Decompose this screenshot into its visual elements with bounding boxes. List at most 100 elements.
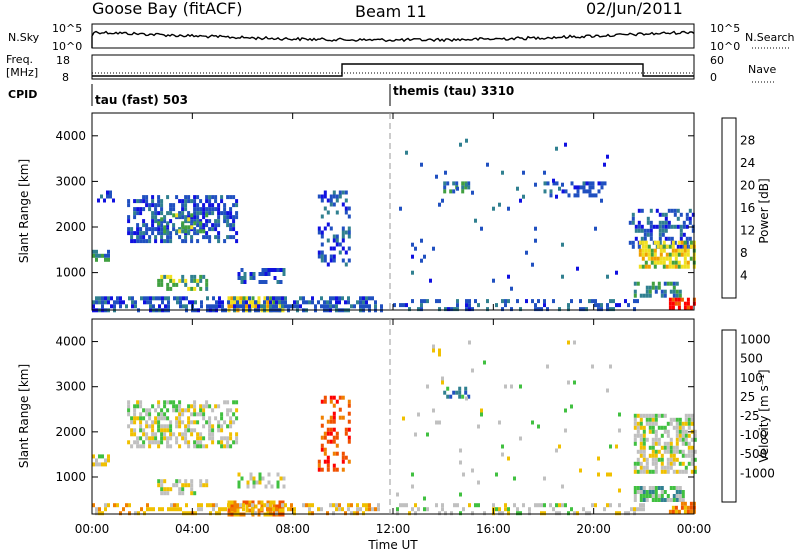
heatmap-cell (633, 289, 637, 294)
heatmap-cell (269, 511, 272, 516)
heatmap-cell (193, 400, 197, 405)
heatmap-cell (651, 437, 655, 442)
heatmap-cell (245, 508, 249, 513)
heatmap-cell (202, 416, 206, 421)
heatmap-cell (637, 220, 641, 225)
heatmap-cell (693, 469, 697, 474)
heatmap-cell (323, 254, 327, 259)
heatmap-cell (449, 394, 453, 399)
heatmap-cell (671, 244, 675, 249)
heatmap-cell (646, 232, 650, 237)
power-panel (92, 138, 696, 313)
heatmap-cell (232, 235, 236, 240)
heatmap-cell (660, 433, 664, 438)
heatmap-cell (223, 420, 227, 425)
heatmap-cell (344, 190, 348, 195)
heatmap-cell (341, 202, 345, 207)
heatmap-cell (672, 417, 676, 422)
heatmap-cell (591, 181, 595, 186)
heatmap-cell (160, 203, 164, 208)
heatmap-cell (674, 260, 678, 265)
heatmap-cell (199, 227, 203, 232)
heatmap-cell (654, 469, 658, 474)
heatmap-cell (671, 264, 675, 269)
heatmap-cell (284, 503, 287, 508)
heatmap-cell (642, 486, 646, 490)
heatmap-cell (657, 413, 661, 418)
heatmap-cell (438, 511, 441, 516)
heatmap-cell (185, 511, 188, 516)
heatmap-cell (543, 170, 546, 175)
heatmap-cell (659, 244, 663, 249)
heatmap-cell (674, 297, 678, 302)
heatmap-cell (133, 412, 137, 417)
heatmap-cell (639, 421, 643, 426)
heatmap-cell (639, 507, 642, 512)
heatmap-cell (654, 417, 658, 422)
heatmap-cell (645, 490, 649, 494)
heatmap-cell (160, 274, 164, 279)
heatmap-cell (335, 304, 338, 309)
heatmap-cell (645, 469, 649, 474)
heatmap-cell (654, 498, 658, 502)
heatmap-cell (193, 274, 197, 279)
heatmap-cell (641, 252, 645, 257)
heatmap-cell (405, 150, 408, 155)
heatmap-cell (654, 486, 658, 490)
heatmap-cell (555, 194, 558, 199)
heatmap-cell (217, 440, 221, 445)
heatmap-cell (160, 491, 164, 496)
heatmap-cell (214, 199, 218, 204)
heatmap-cell (173, 503, 176, 508)
heatmap-cell (690, 457, 694, 462)
heatmap-cell (471, 307, 474, 312)
heatmap-cell (276, 268, 280, 272)
heatmap-cell (184, 278, 188, 283)
heatmap-cell (220, 199, 224, 204)
heatmap-cell (169, 286, 173, 291)
heatmap-cell (160, 211, 164, 216)
heatmap-cell (467, 185, 471, 190)
heatmap-cell (193, 428, 197, 433)
heatmap-cell (600, 307, 603, 312)
heatmap-cell (411, 472, 414, 477)
heatmap-cell (642, 441, 646, 446)
heatmap-cell (680, 505, 684, 510)
heatmap-cell (193, 227, 197, 232)
heatmap-cell (582, 181, 586, 186)
heatmap-cell (329, 399, 333, 404)
heatmap-cell (190, 199, 194, 204)
heatmap-cell (125, 503, 128, 508)
heatmap-cell (645, 457, 649, 462)
heatmap-cell (558, 511, 561, 516)
heatmap-cell (414, 432, 417, 437)
heatmap-cell (648, 285, 652, 290)
heatmap-cell (576, 185, 580, 190)
heatmap-cell (573, 511, 576, 516)
heatmap-cell (347, 246, 351, 251)
heatmap-cell (642, 437, 646, 442)
heatmap-cell (163, 436, 167, 441)
heatmap-cell (208, 227, 212, 232)
heatmap-cell (187, 428, 191, 433)
heatmap-cell (350, 511, 353, 516)
heatmap-cell (668, 297, 672, 302)
heatmap-cell (654, 461, 658, 466)
heatmap-cell (235, 199, 239, 204)
heatmap-cell (347, 234, 351, 239)
heatmap-cell (133, 404, 137, 409)
heatmap-cell (107, 249, 110, 254)
heatmap-cell (130, 420, 134, 425)
heatmap-cell (642, 469, 646, 474)
heatmap-cell (269, 500, 273, 505)
heatmap-cell (101, 511, 104, 516)
heatmap-cell (683, 305, 687, 310)
heatmap-cell (133, 211, 137, 216)
heatmap-cell (486, 307, 489, 312)
heatmap-cell (347, 435, 351, 440)
heatmap-cell (302, 300, 305, 305)
heatmap-cell (341, 395, 345, 400)
heatmap-cell (594, 193, 598, 198)
heatmap-cell (160, 487, 164, 492)
heatmap-cell (172, 223, 176, 228)
